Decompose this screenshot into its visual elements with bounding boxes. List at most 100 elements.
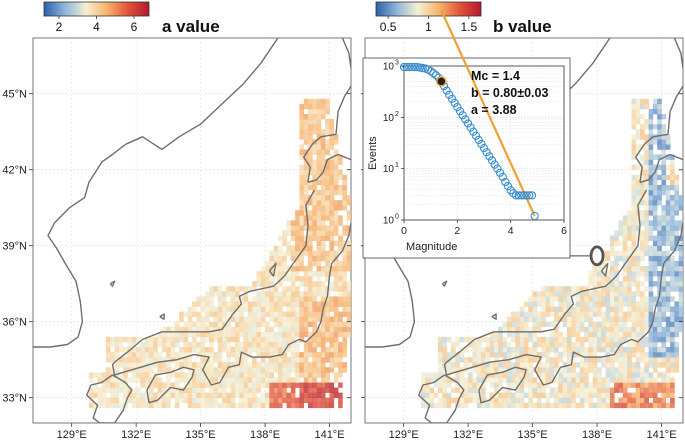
- heatmap-cell: [648, 169, 654, 176]
- heatmap-cell: [562, 402, 568, 409]
- heatmap-cell: [566, 372, 572, 378]
- heatmap-cell: [545, 367, 551, 373]
- heatmap-cell: [174, 392, 180, 398]
- heatmap-cell: [511, 392, 516, 398]
- heatmap-cell: [325, 103, 330, 110]
- heatmap-cell: [532, 402, 538, 409]
- heatmap-cell: [333, 200, 339, 206]
- heatmap-cell: [303, 124, 309, 130]
- heatmap-cell: [605, 255, 611, 262]
- heatmap-cell: [230, 402, 236, 409]
- frequency-point: [463, 119, 473, 128]
- heatmap-cell: [609, 271, 615, 277]
- heatmap-cell: [571, 362, 576, 368]
- heatmap-cell: [665, 316, 671, 322]
- heatmap-cell: [282, 301, 287, 307]
- heatmap-cell: [657, 250, 662, 257]
- heatmap-cell: [614, 271, 619, 277]
- heatmap-cell: [217, 387, 223, 393]
- heatmap-cell: [665, 321, 671, 328]
- heatmap-cell: [243, 397, 249, 404]
- heatmap-cell: [463, 347, 469, 353]
- heatmap-cell: [635, 200, 641, 206]
- heatmap-cell: [640, 301, 645, 307]
- heatmap-cell: [524, 321, 529, 328]
- heatmap-cell: [303, 119, 309, 125]
- heatmap-cell: [609, 296, 615, 302]
- heatmap-cell: [674, 286, 680, 292]
- heatmap-cell: [631, 306, 637, 312]
- heatmap-cell: [584, 331, 589, 338]
- heatmap-cell: [648, 164, 654, 171]
- heatmap-cell: [631, 98, 637, 105]
- heatmap-cell: [290, 357, 296, 363]
- heatmap-cell: [303, 225, 309, 231]
- heatmap-cell: [640, 250, 645, 257]
- heatmap-cell: [588, 306, 594, 312]
- heatmap-cell: [442, 357, 447, 363]
- heatmap-cell: [209, 331, 214, 338]
- heatmap-cell: [652, 124, 658, 130]
- heatmap-cell: [247, 387, 253, 393]
- heatmap-cell: [196, 387, 201, 393]
- heatmap-cell: [316, 230, 322, 236]
- heatmap-cell: [536, 321, 542, 328]
- heatmap-cell: [622, 301, 628, 307]
- heatmap-cell: [472, 352, 478, 358]
- heatmap-cell: [273, 286, 279, 292]
- heatmap-cell: [213, 387, 219, 393]
- heatmap-cell: [338, 321, 343, 328]
- heatmap-cell: [333, 159, 339, 165]
- heatmap-cell: [316, 159, 322, 165]
- heatmap-cell: [325, 397, 330, 404]
- heatmap-cell: [648, 245, 654, 252]
- heatmap-cell: [609, 286, 615, 292]
- heatmap-cell: [325, 230, 330, 236]
- heatmap-cell: [657, 200, 662, 206]
- heatmap-cell: [325, 149, 330, 155]
- heatmap-cell: [644, 98, 649, 105]
- heatmap-cell: [575, 402, 581, 409]
- heatmap-cell: [320, 347, 326, 353]
- heatmap-cell: [601, 357, 606, 363]
- heatmap-cell: [609, 372, 615, 378]
- heatmap-cell: [277, 357, 283, 363]
- heatmap-cell: [661, 139, 667, 145]
- heatmap-cell: [183, 377, 189, 383]
- heatmap-cell: [631, 372, 637, 378]
- heatmap-cell: [665, 205, 671, 211]
- heatmap-cell: [106, 397, 111, 404]
- heatmap-cell: [153, 347, 158, 353]
- heatmap-cell: [635, 215, 641, 221]
- heatmap-cell: [329, 341, 335, 348]
- heatmap-cell: [320, 402, 326, 409]
- heatmap-cell: [618, 301, 624, 307]
- heatmap-cell: [290, 397, 296, 404]
- colorbar-a: [43, 1, 150, 17]
- heatmap-cell: [657, 271, 662, 277]
- heatmap-cell: [140, 367, 146, 373]
- heatmap-cell: [187, 367, 193, 373]
- heatmap-cell: [472, 357, 478, 363]
- heatmap-cell: [519, 306, 525, 312]
- heatmap-cell: [161, 402, 167, 409]
- heatmap-cell: [459, 377, 465, 383]
- heatmap-cell: [333, 220, 339, 226]
- heatmap-cell: [609, 291, 615, 297]
- lat-tick-label: 42°N: [2, 165, 27, 177]
- coastline: [114, 189, 316, 363]
- heatmap-cell: [325, 402, 330, 409]
- heatmap-cell: [511, 336, 516, 343]
- heatmap-cell: [316, 108, 322, 115]
- heatmap-cell: [183, 372, 189, 378]
- heatmap-cell: [329, 357, 335, 363]
- heatmap-cell: [657, 144, 662, 150]
- lon-tick-label: 138°E: [582, 429, 612, 441]
- heatmap-cell: [243, 362, 249, 368]
- heatmap-cell: [614, 260, 619, 267]
- heatmap-cell: [299, 108, 305, 115]
- heatmap-cell: [498, 331, 503, 338]
- heatmap-cell: [640, 341, 645, 348]
- heatmap-cell: [273, 341, 279, 348]
